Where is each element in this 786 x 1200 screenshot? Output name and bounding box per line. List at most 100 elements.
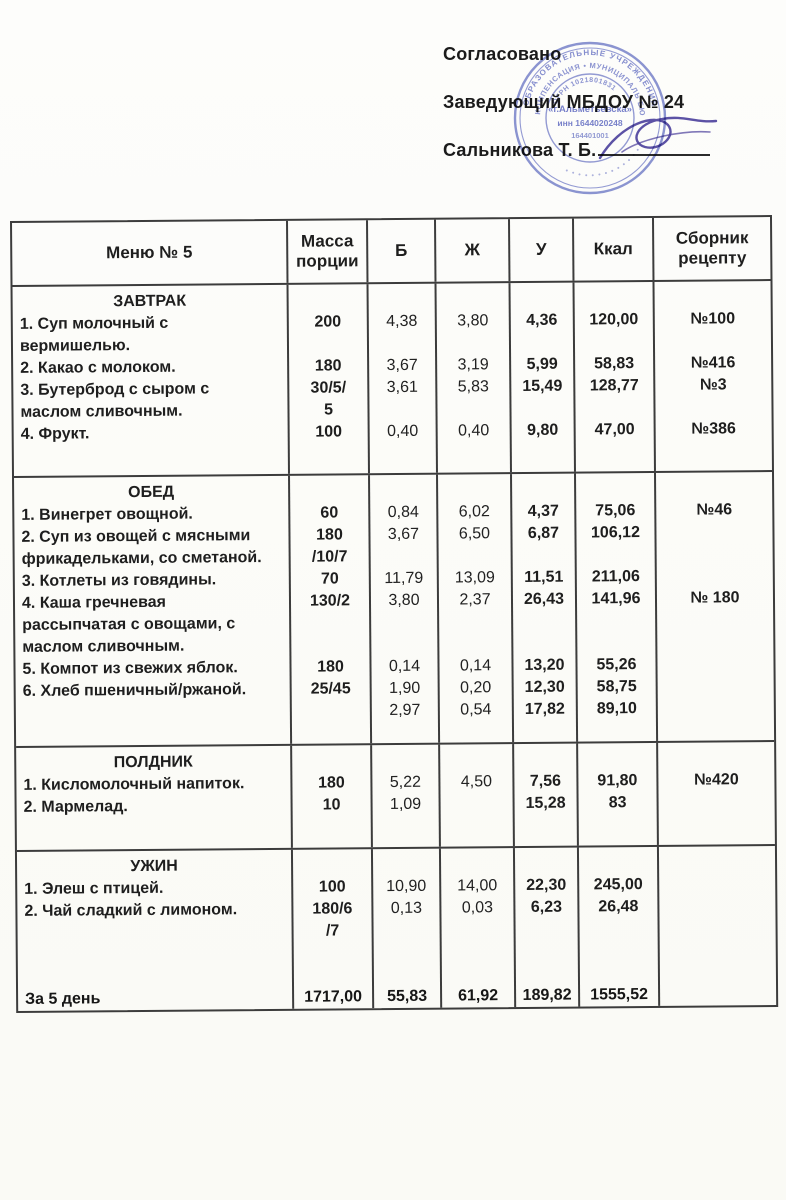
- table-header-row: Меню № 5 Масса порции Б Ж У Ккал Сборник…: [12, 217, 771, 287]
- carbs-column: 4,37 6,87 11,51 26,43 13,20 12,30 17,82: [512, 473, 579, 743]
- value-cell: [442, 919, 514, 942]
- carbs-column: 22,30 6,23 189,82: [514, 847, 581, 1008]
- spacer-line: [438, 479, 510, 502]
- mass-column: 180 10: [292, 745, 373, 848]
- value-cell: [439, 545, 511, 568]
- menu-item-text: рассыпчатая с овощами, с: [22, 615, 236, 634]
- value-cell: 0,14: [459, 657, 492, 675]
- value-cell: [659, 873, 775, 896]
- menu-item-text: 1. Суп молочный с: [19, 314, 169, 333]
- approval-name-label: Сальникова Т. Б.: [443, 140, 597, 160]
- value-cell: [439, 633, 511, 656]
- kcal-column: 75,06 106,12 211,06 141,96 55,26 58,75 89,10: [576, 472, 659, 742]
- menu-item-text: 5. Компот из свежих яблок.: [22, 659, 238, 678]
- recipe-column: №100 №416 №3 №386: [654, 281, 771, 471]
- spacer-line: [516, 963, 578, 985]
- value-cell: 0,13: [390, 899, 423, 918]
- value-cell: 180/6: [312, 900, 353, 918]
- value-cell: 0,40: [458, 422, 490, 440]
- value-cell: 15,28: [525, 794, 566, 812]
- value-cell: 58,83: [594, 355, 635, 373]
- value-cell: [374, 920, 440, 943]
- value-cell: 13,20: [524, 656, 565, 674]
- spacer-line: [374, 964, 440, 987]
- spacer-line: [442, 963, 514, 986]
- spacer-line: [580, 940, 658, 963]
- value-cell: 11,51: [524, 568, 564, 586]
- value-cell: 26,43: [523, 590, 565, 608]
- value-cell: 9,80: [527, 421, 559, 439]
- mass-column: 200 180 30/5/5 100: [288, 284, 370, 474]
- value-cell: [575, 397, 653, 420]
- value-cell: 189,82: [522, 986, 572, 1004]
- kcal-column: 245,00 26,48 1555,52: [578, 846, 661, 1007]
- value-cell: 10,90: [386, 877, 427, 896]
- value-cell: 4,36: [526, 311, 558, 329]
- value-cell: [515, 919, 577, 941]
- value-cell: 3,80: [388, 591, 420, 610]
- value-cell: [511, 398, 573, 420]
- value-cell: [371, 546, 437, 569]
- value-cell: 4,38: [386, 312, 418, 331]
- value-cell: [655, 330, 771, 353]
- column-header-recipe: Сборник рецепту: [675, 227, 749, 268]
- protein-column: 0,84 3,67 11,79 3,80 0,14 1,90 2,97: [370, 474, 441, 744]
- value-cell: [439, 611, 511, 634]
- fat-column: 4,50: [440, 744, 515, 847]
- value-cell: 120,00: [589, 311, 639, 329]
- section-title: ПОЛДНИК: [113, 753, 193, 772]
- spacer-line: [290, 480, 368, 503]
- spacer-line: [511, 288, 573, 310]
- menu-item-text: маслом сливочным.: [20, 402, 183, 421]
- spacer-line: [576, 478, 654, 501]
- value-cell: 10: [322, 796, 341, 814]
- menu-item-text: 2. Мармелад.: [23, 798, 128, 816]
- spacer-line: [659, 851, 775, 874]
- value-cell: [658, 697, 774, 720]
- value-cell: 60: [320, 504, 339, 522]
- value-cell: №3: [699, 376, 727, 394]
- approval-agreed-label: Согласовано: [443, 44, 562, 64]
- value-cell: [369, 399, 435, 422]
- value-cell: [656, 521, 772, 544]
- value-cell: 6,23: [530, 898, 563, 916]
- value-cell: [660, 983, 776, 1006]
- spacer-line: [512, 479, 574, 501]
- value-cell: 58,75: [596, 678, 637, 696]
- value-cell: 0,14: [388, 657, 421, 676]
- signature-scribble: [598, 116, 718, 160]
- spacer-line: [294, 964, 372, 987]
- value-cell: [292, 700, 370, 723]
- value-cell: 91,80: [597, 772, 638, 790]
- value-cell: [657, 565, 773, 588]
- value-cell: 3,67: [387, 525, 420, 544]
- protein-column: 4,38 3,67 3,61 0,40: [368, 283, 438, 474]
- value-cell: 89,10: [596, 700, 637, 718]
- value-cell: [659, 791, 775, 814]
- recipe-column: [659, 846, 776, 1006]
- fat-column: 14,00 0,03 61,92: [440, 848, 517, 1008]
- menu-item-text: 3. Бутерброд с сыром с: [20, 380, 210, 399]
- spacer-line: [575, 287, 653, 310]
- value-cell: [575, 331, 653, 354]
- spacer-line: [660, 939, 776, 962]
- value-cell: 13,09: [454, 569, 495, 587]
- value-cell: 12,30: [524, 678, 565, 696]
- spacer-line: [655, 286, 771, 309]
- spacer-line: [579, 852, 657, 875]
- value-cell: 5,83: [457, 378, 489, 396]
- total-label: За 5 день: [25, 990, 101, 1008]
- value-cell: №416: [690, 354, 736, 372]
- value-cell: 61,92: [458, 987, 499, 1005]
- menu-column: ПОЛДНИК 1. Кисломолочный напиток. 2. Марме…: [16, 745, 293, 850]
- value-cell: 22,30: [526, 876, 567, 894]
- value-cell: 180: [317, 658, 344, 676]
- value-cell: [513, 611, 575, 633]
- value-cell: 26,48: [598, 898, 639, 916]
- value-cell: [371, 634, 437, 657]
- value-cell: [289, 333, 367, 356]
- spacer-line: [516, 941, 578, 963]
- menu-table: Меню № 5 Масса порции Б Ж У Ккал Сборник…: [10, 215, 779, 1013]
- spacer-line: [294, 942, 372, 965]
- value-cell: 1,09: [389, 795, 422, 814]
